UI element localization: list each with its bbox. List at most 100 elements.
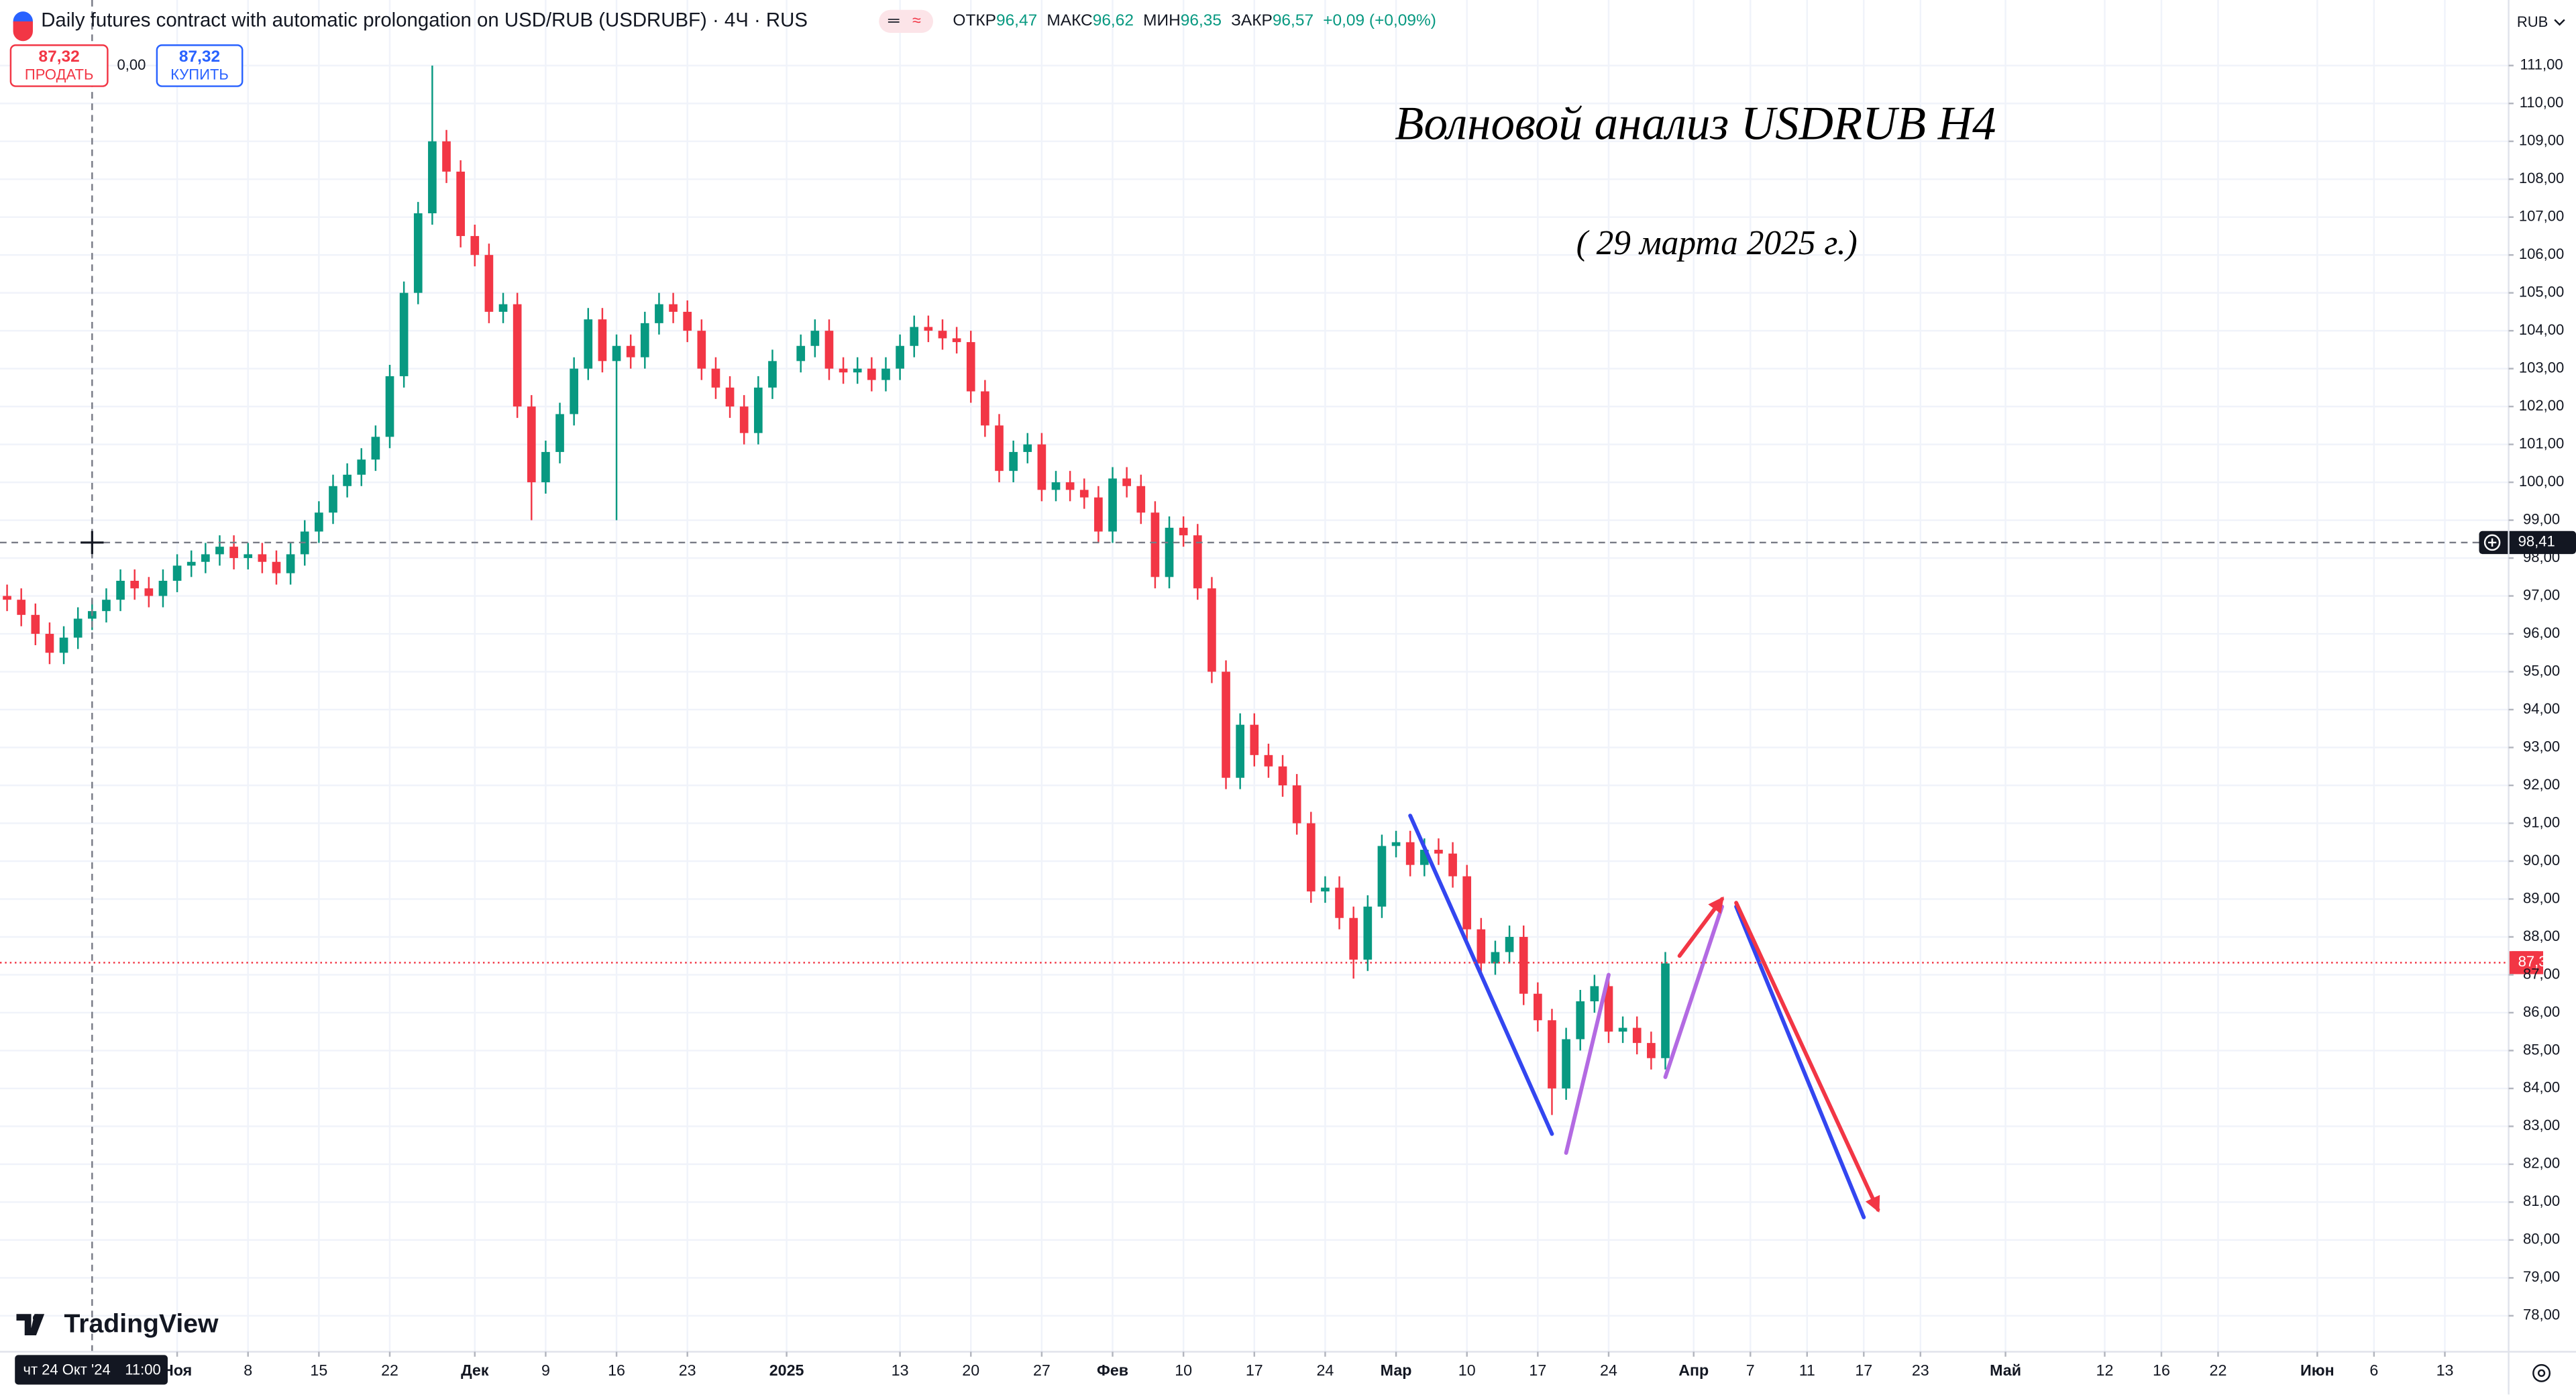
y-tick-label: 99,00: [2523, 510, 2560, 527]
ohlc-readout: ОТКР96,47 МАКС96,62 МИН96,35 ЗАКР96,57 +…: [953, 11, 1436, 30]
candle-body: [59, 637, 68, 653]
header: Daily futures contract with automatic pr…: [9, 9, 2565, 87]
y-tick-label: 79,00: [2523, 1268, 2560, 1285]
y-tick-label: 94,00: [2523, 700, 2560, 717]
x-tick-label: 16: [2153, 1361, 2170, 1379]
symbol-icon-flag: [13, 21, 33, 42]
candle-body: [1477, 929, 1486, 964]
candle-body: [711, 368, 720, 388]
y-tick-label: 78,00: [2523, 1306, 2560, 1323]
overlays: 87,32 98,41: [0, 0, 2576, 1352]
buy-button[interactable]: [156, 44, 244, 87]
y-tick-label: 83,00: [2523, 1117, 2560, 1133]
price-label-box: [2508, 951, 2544, 974]
logo[interactable]: TradingView: [16, 1310, 219, 1339]
y-tick-label: 93,00: [2523, 738, 2560, 755]
y-tick-label: 104,00: [2519, 321, 2564, 338]
candle-body: [144, 588, 154, 596]
y-tick-label: 105,00: [2519, 283, 2564, 300]
trend-line: [1734, 904, 1866, 1219]
x-tick-label: 6: [2369, 1361, 2378, 1379]
candle-body: [1534, 993, 1542, 1021]
candle-body: [513, 304, 522, 407]
settings-icon[interactable]: [2532, 1363, 2551, 1382]
candle-body: [1335, 887, 1344, 918]
candle-body: [839, 368, 848, 373]
ohlc-value: 96,57: [1273, 11, 1313, 30]
candle-body: [371, 437, 380, 460]
candle-body: [1321, 887, 1330, 892]
candle-body: [201, 554, 210, 562]
x-tick-label: 27: [1033, 1361, 1051, 1379]
candle-body: [329, 486, 337, 513]
candle-body: [1519, 936, 1528, 994]
candle-body: [881, 368, 890, 380]
candle-body: [116, 580, 125, 600]
sell-button[interactable]: [9, 44, 109, 87]
candle-body: [584, 319, 593, 369]
candle-body: [598, 319, 607, 361]
candle-body: [938, 331, 947, 339]
y-tick-label: 110,00: [2520, 94, 2564, 111]
ohlc-change: +0,09 (+0,09%): [1323, 11, 1436, 30]
drawings: [1408, 814, 1880, 1219]
candle-body: [1165, 527, 1174, 577]
y-tick-label: 89,00: [2523, 889, 2560, 906]
status-icon: ≈: [912, 11, 921, 29]
x-tick-label: 24: [1600, 1361, 1617, 1379]
candle-body: [244, 554, 253, 559]
candle-body: [824, 331, 834, 369]
candle-body: [1136, 486, 1146, 513]
candle-body: [853, 368, 862, 373]
x-tick-label: 17: [1855, 1361, 1872, 1379]
y-tick-label: 107,00: [2519, 208, 2564, 225]
candle-body: [442, 141, 451, 172]
candle-body: [1051, 482, 1061, 490]
x-tick-label: 22: [2210, 1361, 2227, 1379]
candle-body: [1250, 724, 1259, 755]
candle-body: [470, 235, 480, 256]
y-tick-label: 82,00: [2523, 1155, 2560, 1172]
price-label: 87,32: [2518, 953, 2555, 970]
candle-body: [385, 376, 394, 437]
y-tick-label: 86,00: [2523, 1003, 2560, 1020]
trend-line: [1663, 904, 1724, 1079]
candle-body: [995, 425, 1004, 471]
candle-body: [315, 512, 323, 532]
status-pill[interactable]: [879, 9, 934, 33]
x-tick-label: Дек: [461, 1361, 489, 1379]
y-tick-label: 96,00: [2523, 624, 2560, 641]
candle-body: [697, 331, 706, 369]
x-tick-label: Фев: [1097, 1361, 1128, 1379]
candle-body: [73, 618, 83, 638]
candle-body: [229, 547, 238, 559]
candle-body: [966, 342, 975, 392]
y-tick-label: 90,00: [2523, 852, 2560, 869]
candle-body: [17, 600, 26, 615]
candle-body: [1562, 1039, 1570, 1089]
candle-body: [1236, 724, 1245, 778]
y-tick-label: 103,00: [2519, 359, 2564, 376]
add-alert-icon[interactable]: [2483, 534, 2501, 551]
x-tick-label: Июн: [2300, 1361, 2334, 1379]
annotation-date: ( 29 марта 2025 г.): [1576, 224, 1858, 262]
candle-body: [31, 614, 40, 634]
candle-body: [1009, 451, 1018, 471]
candle-body: [1349, 917, 1358, 960]
spread: 0,00: [117, 56, 146, 73]
y-tick-label: 92,00: [2523, 776, 2560, 793]
candle-body: [1505, 936, 1514, 952]
candle-body: [1661, 963, 1670, 1058]
candle-body: [981, 391, 989, 426]
x-tick-label: 24: [1316, 1361, 1334, 1379]
y-tick-label: 106,00: [2519, 245, 2564, 262]
plot-area: [3, 65, 1670, 1115]
x-tick-label: 8: [244, 1361, 252, 1379]
candle-body: [1108, 478, 1117, 532]
currency[interactable]: RUB: [2517, 13, 2548, 30]
y-tick-label: 108,00: [2519, 170, 2564, 186]
candle-body: [413, 213, 423, 293]
